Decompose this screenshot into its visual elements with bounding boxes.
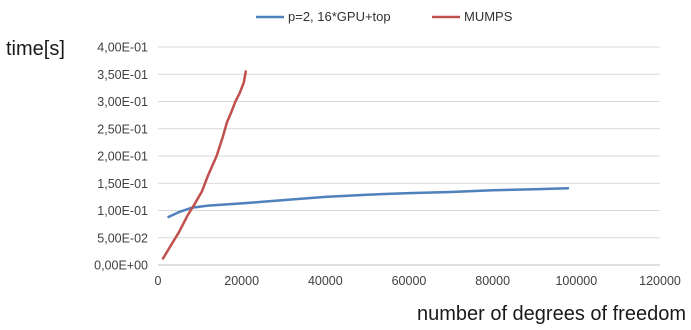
x-tick-label: 100000: [555, 274, 597, 288]
y-tick-label: 2,50E-01: [97, 122, 148, 136]
y-tick-labels: 0,00E+00 5,00E-02 1,00E-01 1,50E-01 2,00E-01…: [94, 41, 148, 273]
y-tick-label: 1,50E-01: [97, 177, 148, 191]
series-line-1: [167, 186, 570, 219]
grid-lines: [158, 46, 660, 239]
x-tick-labels: 0 20000 40000 60000 80000 100000 120000: [155, 274, 681, 288]
y-axis-title: time[s]: [6, 38, 65, 60]
x-axis-title: number of degrees of freedom: [417, 303, 686, 325]
y-tick-label: 3,50E-01: [97, 68, 148, 82]
series-layer: [161, 70, 570, 260]
y-tick-label: 5,00E-02: [97, 231, 148, 245]
legend: p=2, 16*GPU+top MUMPS: [256, 9, 513, 24]
legend-label-series-2: MUMPS: [464, 9, 513, 24]
x-tick-label: 80000: [475, 274, 510, 288]
x-tick-label: 0: [155, 274, 162, 288]
legend-label-series-1: p=2, 16*GPU+top: [288, 9, 391, 24]
series-line-2: [161, 70, 248, 260]
y-tick-label: 0,00E+00: [94, 259, 148, 273]
y-tick-label: 1,00E-01: [97, 204, 148, 218]
x-tick-label: 40000: [308, 274, 343, 288]
y-tick-label: 2,00E-01: [97, 150, 148, 164]
y-tick-label: 3,00E-01: [97, 95, 148, 109]
x-tick-label: 120000: [639, 274, 681, 288]
x-tick-label: 60000: [392, 274, 427, 288]
x-tick-label: 20000: [224, 274, 259, 288]
y-tick-label: 4,00E-01: [97, 41, 148, 55]
